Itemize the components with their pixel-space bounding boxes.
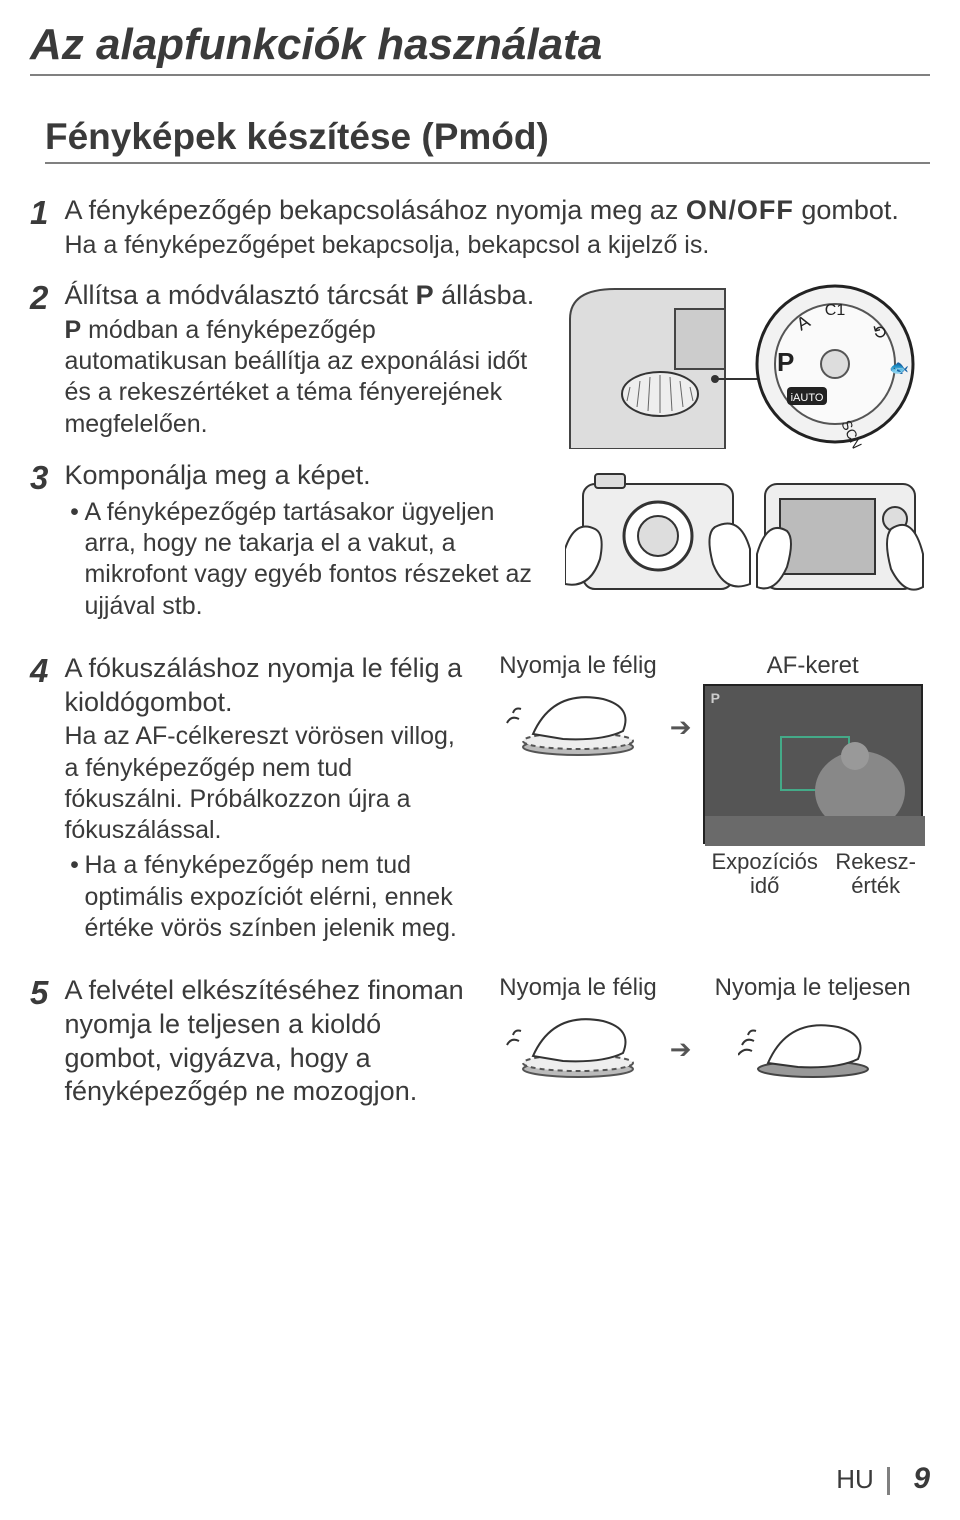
section-title-pre: Fényképek készítése ( [45,116,434,158]
footer-lang: HU [836,1464,874,1494]
section-heading: Fényképek készítése ( P mód) [45,116,930,164]
page-footer: HU 9 [836,1462,930,1496]
svg-text:🐟: 🐟 [889,360,909,377]
step-4-main: A fókuszáláshoz nyomja le félig a kioldó… [64,652,474,720]
af-frame-label: AF-keret [695,652,930,680]
step-2-sub: módban a fényképezőgép automatikusan beá… [64,316,527,438]
step-2-p: P [416,280,434,310]
exposure-time-label: Expozíciós idő [705,850,825,898]
step-5-row: 5 A felvétel elkészítéséhez finoman nyom… [30,974,930,1111]
footer-page-number: 9 [913,1462,930,1495]
mode-dial-illustration: P A C1 ⟲ 🐟 iAUTO SCN [565,279,925,449]
step-1: 1 A fényképezőgép bekapcsolásához nyomja… [30,194,930,261]
svg-text:iAUTO: iAUTO [791,392,824,404]
press-half-block-2: Nyomja le félig [490,974,666,1111]
arrow-right-icon: ➔ [666,652,695,944]
step-3-number: 3 [30,459,60,497]
bullet-icon: • [64,497,84,622]
step-3-row: 3 Komponálja meg a képet. • A fényképező… [30,459,930,622]
page-title-bar: Az alapfunkciók használata [30,20,930,76]
step-4-number: 4 [30,652,60,690]
step-3-main: Komponálja meg a képet. [64,459,544,493]
step-1-main-post: gombot. [794,195,899,225]
page-title: Az alapfunkciók használata [30,20,930,70]
bullet-icon: • [64,850,84,944]
step-1-sub: Ha a fényképezőgépet bekapcsolja, bekapc… [64,230,914,261]
step-5-main: A felvétel elkészítéséhez finoman nyomja… [64,974,474,1109]
section-title-post: mód) [458,116,548,158]
step-3-bullet: A fényképezőgép tartásakor ügyeljen arra… [84,497,544,622]
press-full-block: Nyomja le teljesen [695,974,930,1111]
step-1-main-pre: A fényképezőgép bekapcsolásához nyomja m… [64,195,685,225]
aperture-label: Rekesz-érték [831,850,921,898]
press-half-block: Nyomja le félig [490,652,666,944]
camera-holding-illustration [565,459,925,619]
step-4-row: 4 A fókuszáláshoz nyomja le félig a kiol… [30,652,930,944]
step-5-number: 5 [30,974,60,1012]
press-full-illustration [738,1011,888,1081]
step-2-sub-p: P [64,316,81,344]
af-block: AF-keret P 1/400 F6.0 Expozíciós idő Rek… [695,652,930,944]
step-2-main-pre: Állítsa a módválasztó tárcsát [64,280,415,310]
svg-text:P: P [777,347,794,377]
press-half-illustration-2 [503,1011,653,1081]
exposure-labels: Expozíciós idő Rekesz-érték [695,850,930,898]
mode-p-icon: P [434,116,459,158]
press-half-label: Nyomja le félig [490,652,666,681]
arrow-right-icon-2: ➔ [666,974,695,1111]
step-2-row: 2 Állítsa a módválasztó tárcsát P állásb… [30,279,930,449]
press-half-label-2: Nyomja le félig [490,974,666,1003]
step-2-number: 2 [30,279,60,317]
lcd-preview: P 1/400 F6.0 [703,684,923,844]
footer-divider [887,1467,890,1495]
step-1-number: 1 [30,194,60,232]
svg-text:C1: C1 [825,302,846,319]
press-full-label: Nyomja le teljesen [695,974,930,1003]
onoff-label: ON/OFF [686,195,794,225]
step-4-bullet: Ha a fényképezőgép nem tud optimális exp… [84,850,474,944]
step-4-sub: Ha az AF-célkereszt vörösen villog, a fé… [64,721,474,846]
step-2-main-post: állásba. [434,280,535,310]
press-half-illustration [503,689,653,759]
